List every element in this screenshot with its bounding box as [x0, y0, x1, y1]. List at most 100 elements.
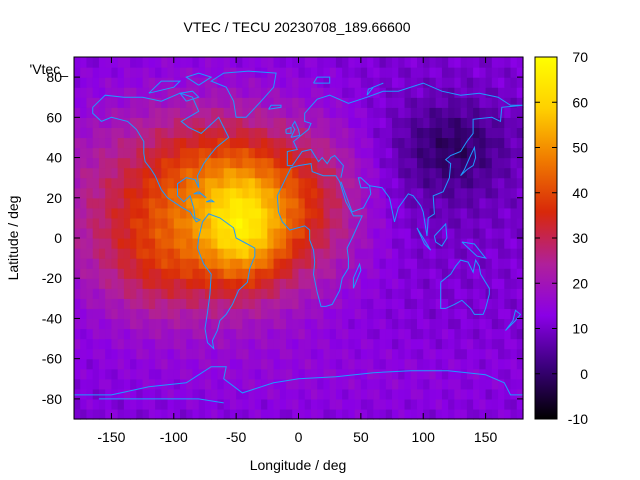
heatmap-cell — [167, 227, 175, 239]
heatmap-cell — [360, 87, 368, 98]
heatmap-cell — [342, 157, 349, 169]
heatmap-cell — [123, 77, 131, 88]
heatmap-cell — [273, 358, 281, 370]
heatmap-cell — [367, 308, 374, 320]
heatmap-cell — [423, 77, 431, 88]
heatmap-cell — [360, 227, 368, 239]
heatmap-cell — [130, 227, 137, 239]
heatmap-cell — [217, 207, 225, 219]
heatmap-cell — [310, 57, 318, 68]
heatmap-cell — [491, 388, 499, 400]
heatmap-cell — [180, 167, 187, 179]
heatmap-cell — [329, 127, 337, 139]
heatmap-cell — [292, 358, 300, 370]
heatmap-cell — [410, 147, 418, 159]
heatmap-cell — [367, 368, 374, 380]
heatmap-cell — [448, 167, 456, 179]
heatmap-cell — [204, 177, 212, 189]
heatmap-cell — [273, 147, 281, 159]
heatmap-cell — [335, 107, 343, 118]
heatmap-cell — [367, 408, 374, 420]
heatmap-cell — [198, 227, 206, 239]
heatmap-cell — [248, 278, 256, 289]
heatmap-cell — [435, 77, 443, 88]
heatmap-cell — [148, 57, 156, 68]
heatmap-cell — [479, 187, 487, 199]
heatmap-cell — [161, 338, 169, 350]
heatmap-cell — [398, 177, 406, 189]
heatmap-cell — [186, 308, 194, 320]
heatmap-cell — [211, 147, 219, 159]
heatmap-cell — [335, 177, 343, 189]
coastline-overlay — [74, 70, 524, 404]
heatmap-cell — [423, 97, 431, 108]
heatmap-cell — [261, 217, 268, 229]
heatmap-cell — [354, 338, 362, 350]
heatmap-cell — [223, 298, 231, 309]
heatmap-cell — [454, 107, 462, 118]
heatmap-cell — [292, 278, 300, 289]
heatmap-cell — [348, 137, 356, 149]
heatmap-cell — [130, 258, 137, 269]
heatmap-cell — [342, 278, 349, 289]
heatmap-cell — [279, 87, 287, 98]
heatmap-cell — [92, 358, 100, 370]
heatmap-cell — [105, 157, 113, 169]
heatmap-cell — [504, 157, 512, 169]
heatmap-cell — [354, 197, 362, 209]
heatmap-cell — [448, 107, 456, 118]
heatmap-cell — [298, 97, 306, 108]
colorbar-tick-label: 30 — [572, 230, 588, 246]
heatmap-cell — [117, 147, 125, 159]
heatmap-cell — [86, 388, 94, 400]
heatmap-cell — [286, 248, 293, 259]
heatmap-cell — [323, 167, 331, 179]
heatmap-cell — [211, 67, 219, 78]
heatmap-cell — [130, 67, 137, 78]
heatmap-cell — [229, 398, 237, 410]
heatmap-cell — [80, 248, 88, 259]
heatmap-cell — [248, 288, 256, 299]
heatmap-cell — [329, 328, 337, 340]
heatmap-cell — [310, 127, 318, 139]
heatmap-cell — [466, 67, 474, 78]
heatmap-cell — [123, 187, 131, 199]
heatmap-cell — [335, 388, 343, 400]
heatmap-cell — [223, 278, 231, 289]
heatmap-cell — [167, 348, 175, 360]
heatmap-cell — [105, 87, 113, 98]
heatmap-cell — [286, 308, 293, 320]
heatmap-cell — [242, 388, 250, 400]
heatmap-cell — [273, 87, 281, 98]
heatmap-cell — [248, 157, 256, 169]
heatmap-cell — [248, 378, 256, 390]
heatmap-cell — [117, 67, 125, 78]
heatmap-cell — [441, 398, 449, 410]
heatmap-cell — [304, 217, 312, 229]
heatmap-cell — [148, 197, 156, 209]
heatmap-cell — [236, 217, 243, 229]
heatmap-cell — [504, 318, 512, 330]
heatmap-cell — [142, 217, 150, 229]
heatmap-cell — [473, 328, 480, 340]
heatmap-cell — [86, 57, 94, 68]
heatmap-cell — [423, 167, 431, 179]
heatmap-cell — [136, 77, 144, 88]
heatmap-cell — [248, 197, 256, 209]
heatmap-cell — [423, 348, 431, 360]
heatmap-cell — [74, 207, 81, 219]
heatmap-cell — [441, 117, 449, 128]
heatmap-cell — [223, 378, 231, 390]
heatmap-cell — [367, 378, 374, 390]
heatmap-cell — [155, 268, 162, 279]
heatmap-cell — [273, 258, 281, 269]
heatmap-cell — [385, 127, 393, 139]
heatmap-cell — [360, 167, 368, 179]
heatmap-cell — [279, 57, 287, 68]
heatmap-cell — [423, 398, 431, 410]
heatmap-cell — [473, 167, 480, 179]
heatmap-cell — [223, 227, 231, 239]
heatmap-cell — [392, 248, 399, 259]
heatmap-cell — [223, 358, 231, 370]
heatmap-cell — [317, 207, 325, 219]
